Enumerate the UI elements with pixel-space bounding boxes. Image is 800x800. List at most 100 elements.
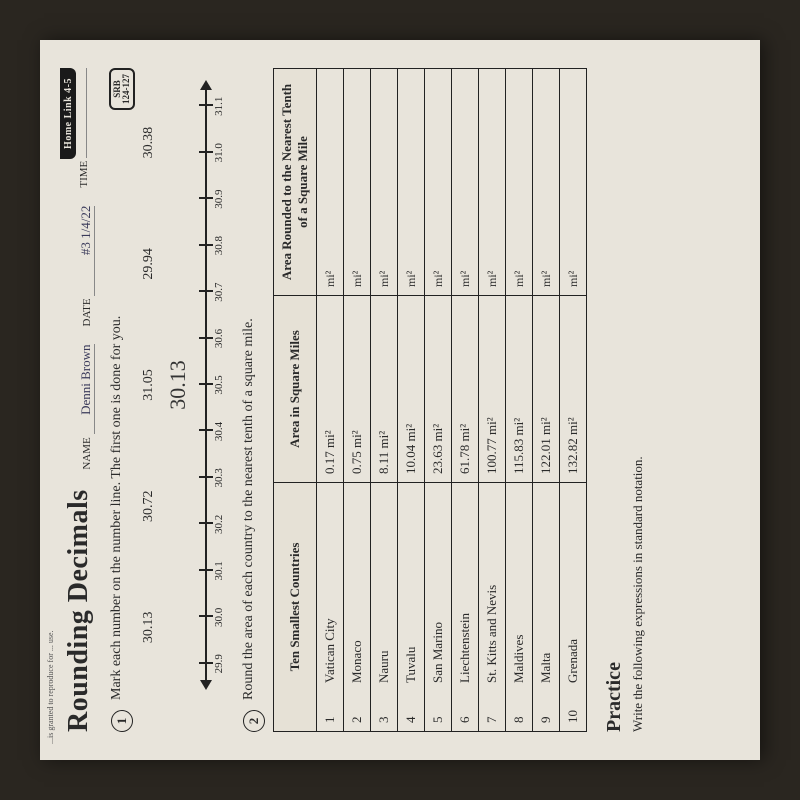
arrow-left-icon — [200, 680, 212, 690]
header-right: Home Link 4-5 NAME Denni Brown DATE #3 1… — [58, 68, 95, 470]
table-row: 10Grenada132.82 mi² mi² — [560, 69, 587, 732]
number-line-tick — [199, 476, 213, 478]
number-line-tick — [199, 197, 213, 199]
country-cell: Tuvalu — [398, 483, 425, 692]
number-line: 29.930.030.130.230.330.430.530.630.730.8… — [193, 82, 227, 688]
home-link-badge: Home Link 4-5 — [60, 68, 76, 159]
rounded-cell[interactable]: mi² — [371, 69, 398, 296]
countries-table: Ten Smallest Countries Area in Square Mi… — [273, 68, 587, 732]
country-cell: Liechtenstein — [452, 483, 479, 692]
table-row: 2Monaco0.75 mi²mi² — [344, 69, 371, 732]
number-line-label: 30.6 — [213, 329, 225, 348]
table-row: 7St. Kitts and Nevis100.77 mi²mi² — [479, 69, 506, 732]
unit-label: mi² — [458, 271, 472, 287]
date-value: #3 1/4/22 — [78, 206, 95, 296]
decimal-value: 31.05 — [141, 369, 157, 401]
unit-label: mi² — [566, 271, 580, 287]
rank-cell: 2 — [344, 691, 371, 732]
practice-heading: Practice — [603, 68, 626, 732]
country-cell: Malta — [533, 483, 560, 692]
number-line-tick — [199, 569, 213, 571]
number-line-tick — [199, 522, 213, 524]
number-line-tick — [199, 429, 213, 431]
rounded-cell[interactable]: mi² — [452, 69, 479, 296]
number-line-label: 30.0 — [213, 608, 225, 627]
table-row: 8Maldives115.83 mi² mi² — [506, 69, 533, 732]
unit-label: mi² — [431, 271, 445, 287]
th-rounded: Area Rounded to the Nearest Tenth of a S… — [274, 69, 317, 296]
country-cell: St. Kitts and Nevis — [479, 483, 506, 692]
th-area: Area in Square Miles — [274, 296, 317, 483]
number-line-label: 30.3 — [213, 468, 225, 487]
area-cell: 115.83 mi² — [506, 296, 533, 483]
th-countries: Ten Smallest Countries — [274, 483, 317, 732]
rounded-cell[interactable]: mi² — [425, 69, 452, 296]
area-cell: 23.63 mi² — [425, 296, 452, 483]
rank-cell: 8 — [506, 691, 533, 732]
number-line-tick — [199, 244, 213, 246]
number-line-label: 30.5 — [213, 375, 225, 394]
srb-badge: SRB 124-127 — [109, 68, 135, 110]
area-cell: 0.17 mi² — [317, 296, 344, 483]
unit-label: mi² — [512, 271, 526, 287]
number-line-label: 31.1 — [213, 97, 225, 116]
rounded-cell[interactable]: mi² — [506, 69, 533, 296]
unit-label: mi² — [404, 271, 418, 287]
country-cell: San Marino — [425, 483, 452, 692]
rounded-cell[interactable]: mi² — [398, 69, 425, 296]
problem-1: 1 Mark each number on the number line. T… — [109, 68, 135, 732]
unit-label: mi² — [377, 271, 391, 287]
table-header-row: Ten Smallest Countries Area in Square Mi… — [274, 69, 317, 732]
number-line-tick — [199, 337, 213, 339]
number-line-label: 30.9 — [213, 190, 225, 209]
number-line-label: 30.4 — [213, 422, 225, 441]
country-cell: Grenada — [560, 483, 587, 692]
rank-cell: 10 — [560, 691, 587, 732]
decimal-list: 30.13 30.72 31.05 29.94 30.38 — [141, 82, 157, 688]
country-cell: Nauru — [371, 483, 398, 692]
problem-2-number: 2 — [243, 710, 265, 732]
decimal-value: 30.72 — [141, 490, 157, 522]
rounded-cell[interactable]: mi² — [560, 69, 587, 296]
rank-cell: 1 — [317, 691, 344, 732]
area-cell: 61.78 mi² — [452, 296, 479, 483]
table-row: 3Nauru8.11 mi²mi² — [371, 69, 398, 732]
number-line-axis — [205, 82, 207, 688]
number-line-area: 30.13 29.930.030.130.230.330.430.530.630… — [165, 82, 227, 688]
worksheet-page: ...is granted to reproduce for ... use. … — [40, 40, 760, 760]
area-cell: 122.01 mi² — [533, 296, 560, 483]
unit-label: mi² — [350, 271, 364, 287]
rank-cell: 4 — [398, 691, 425, 732]
country-cell: Maldives — [506, 483, 533, 692]
number-line-label: 30.8 — [213, 236, 225, 255]
problem-2: 2 Round the area of each country to the … — [241, 68, 265, 732]
table-row: 9Malta122.01 mi²mi² — [533, 69, 560, 732]
decimal-value: 30.38 — [141, 127, 157, 159]
decimal-value: 29.94 — [141, 248, 157, 280]
rounded-cell[interactable]: mi² — [344, 69, 371, 296]
date-label: DATE #3 1/4/22 — [78, 206, 95, 327]
rounded-cell[interactable]: mi² — [479, 69, 506, 296]
copyright-footer: ...is granted to reproduce for ... use. — [46, 630, 55, 744]
rounded-cell[interactable]: mi² — [317, 69, 344, 296]
unit-label: mi² — [485, 271, 499, 287]
country-cell: Monaco — [344, 483, 371, 692]
rank-cell: 3 — [371, 691, 398, 732]
area-cell: 132.82 mi² — [560, 296, 587, 483]
header-row: Rounding Decimals Home Link 4-5 NAME Den… — [58, 68, 95, 732]
unit-label: mi² — [323, 271, 337, 287]
rounded-cell[interactable]: mi² — [533, 69, 560, 296]
handwritten-answer: 30.13 — [165, 82, 191, 688]
area-cell: 10.04 mi² — [398, 296, 425, 483]
arrow-right-icon — [200, 80, 212, 90]
rank-cell: 7 — [479, 691, 506, 732]
number-line-tick — [199, 151, 213, 153]
page-title: Rounding Decimals — [63, 489, 95, 732]
number-line-label: 31.0 — [213, 143, 225, 162]
problem-2-text: Round the area of each country to the ne… — [241, 68, 257, 700]
problem-1-number: 1 — [111, 710, 133, 732]
rank-cell: 5 — [425, 691, 452, 732]
number-line-label: 30.7 — [213, 282, 225, 301]
name-label: NAME Denni Brown — [78, 345, 95, 470]
name-value: Denni Brown — [78, 345, 95, 435]
